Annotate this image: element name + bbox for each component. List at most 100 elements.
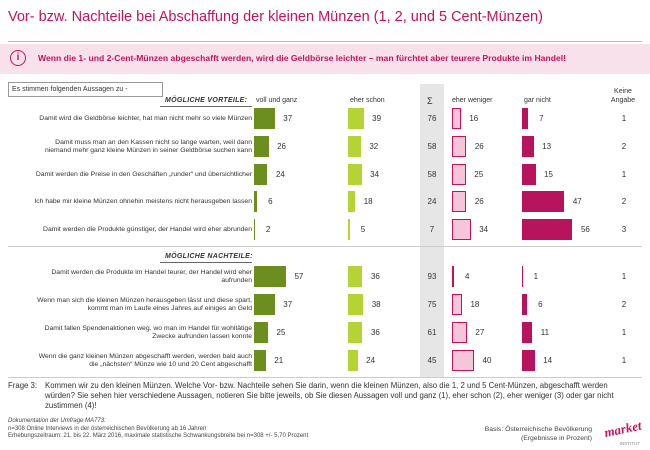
bar-eher-schon xyxy=(348,322,363,343)
value-keine-angabe: 3 xyxy=(621,225,627,234)
value-eher-weniger: 26 xyxy=(474,142,484,151)
value-eher-weniger: 40 xyxy=(482,356,492,365)
value-eher-weniger: 27 xyxy=(475,328,485,337)
value-voll: 21 xyxy=(274,356,284,365)
value-gar-nicht: 1 xyxy=(533,272,539,281)
value-sum: 58 xyxy=(427,170,437,179)
row-label: Ich habe mir kleine Münzen ohnehin meist… xyxy=(34,197,252,205)
bar-eher-weniger xyxy=(452,219,471,240)
value-eher-weniger: 26 xyxy=(474,197,484,206)
basis-note: Basis: Österreichische Bevölkerung (Erge… xyxy=(440,425,592,443)
bar-gar-nicht xyxy=(522,136,534,157)
bar-eher-weniger xyxy=(452,294,462,315)
value-keine-angabe: 2 xyxy=(621,300,627,309)
doc-period: Erhebungszeitraum: 21. bis 22. März 2016… xyxy=(8,433,309,439)
section-nachteile-rule xyxy=(160,262,252,263)
value-eher-weniger: 16 xyxy=(469,114,479,123)
page-title: Vor- bzw. Nachteile bei Abschaffung der … xyxy=(8,9,543,25)
section-vorteile-rule xyxy=(160,106,252,107)
value-eher-schon: 39 xyxy=(372,114,382,123)
value-keine-angabe: 1 xyxy=(621,356,627,365)
value-eher-weniger: 34 xyxy=(479,225,489,234)
banner-text: Wenn die 1- und 2-Cent-Münzen abgeschaff… xyxy=(38,53,566,63)
question-text: Kommen wir zu den kleinen Münzen. Welche… xyxy=(45,381,614,410)
bar-eher-schon xyxy=(348,294,364,315)
survey-documentation: Dokumentation der Umfrage MA773: n=308 O… xyxy=(8,418,308,441)
row-label: Damit muss man an den Kassen nicht so la… xyxy=(44,138,252,154)
question-label: Frage 3: xyxy=(8,381,38,390)
row-label: Damit werden die Produkte günstiger, der… xyxy=(43,225,252,233)
value-voll: 24 xyxy=(275,170,285,179)
value-eher-schon: 38 xyxy=(371,300,381,309)
bar-eher-schon xyxy=(348,164,362,185)
bar-voll xyxy=(254,108,275,129)
footer-separator xyxy=(8,377,642,378)
bar-eher-weniger xyxy=(452,108,461,129)
title-divider xyxy=(8,41,642,42)
basis-line-2: (Ergebnisse in Prozent) xyxy=(520,435,592,442)
bar-gar-nicht xyxy=(522,191,565,212)
bar-voll xyxy=(254,266,286,287)
doc-sample: n=308 Online Interviews in der österreic… xyxy=(8,425,207,432)
bar-eher-schon xyxy=(348,108,364,129)
col-head-eher-weniger: eher weniger xyxy=(452,97,493,104)
bar-gar-nicht xyxy=(522,164,536,185)
value-gar-nicht: 13 xyxy=(542,142,552,151)
row-label: Damit werden die Preise in den Geschäfte… xyxy=(35,170,252,178)
value-sum: 76 xyxy=(427,114,437,123)
value-voll: 25 xyxy=(276,328,286,337)
value-gar-nicht: 15 xyxy=(544,170,553,179)
info-icon: i xyxy=(10,50,26,66)
value-gar-nicht: 47 xyxy=(572,197,582,206)
value-sum: 93 xyxy=(427,272,437,281)
value-eher-weniger: 18 xyxy=(470,300,480,309)
bar-gar-nicht xyxy=(522,108,529,129)
row-label: Wenn man sich die kleinen Münzen herausg… xyxy=(37,296,252,312)
value-keine-angabe: 2 xyxy=(621,142,627,151)
sum-column-background xyxy=(420,84,444,377)
bar-gar-nicht xyxy=(522,266,523,287)
bar-voll xyxy=(254,294,275,315)
value-eher-schon: 36 xyxy=(370,328,380,337)
row-label: Damit werden die Produkte im Handel teur… xyxy=(51,268,252,284)
col-head-gar-nicht: gar nicht xyxy=(524,97,551,104)
bar-gar-nicht xyxy=(522,350,535,371)
col-head-voll: voll und ganz xyxy=(256,97,298,104)
value-keine-angabe: 1 xyxy=(621,114,627,123)
value-sum: 58 xyxy=(427,142,437,151)
section-nachteile-heading: MÖGLICHE NACHTEILE: xyxy=(165,253,253,260)
bar-eher-schon xyxy=(348,191,356,212)
row-label: Wenn die ganz kleinen Münzen abgeschafft… xyxy=(38,352,252,368)
col-head-keine-angabe-1: Keine xyxy=(614,88,632,95)
value-sum: 24 xyxy=(427,197,437,206)
value-keine-angabe: 1 xyxy=(621,170,627,179)
row-label: Damit wird die Geldbörse leichter, hat m… xyxy=(39,114,252,122)
bar-eher-schon xyxy=(348,350,358,371)
value-gar-nicht: 14 xyxy=(543,356,553,365)
value-sum: 7 xyxy=(429,225,435,234)
value-eher-schon: 34 xyxy=(370,170,380,179)
value-eher-schon: 18 xyxy=(363,197,373,206)
col-head-keine-angabe-2: Angabe xyxy=(610,97,636,104)
bar-eher-weniger xyxy=(452,191,467,212)
value-gar-nicht: 56 xyxy=(580,225,590,234)
basis-line-1: Basis: Österreichische Bevölkerung xyxy=(484,426,592,433)
bar-eher-schon xyxy=(348,266,363,287)
value-eher-schon: 24 xyxy=(366,356,376,365)
value-voll: 6 xyxy=(268,197,273,206)
value-sum: 45 xyxy=(427,356,437,365)
bar-voll xyxy=(254,322,268,343)
value-gar-nicht: 11 xyxy=(540,328,550,337)
bar-eher-weniger xyxy=(452,136,467,157)
col-head-eher-schon: eher schon xyxy=(350,97,385,104)
value-eher-weniger: 4 xyxy=(464,272,470,281)
bar-voll xyxy=(254,219,256,240)
value-gar-nicht: 7 xyxy=(539,114,544,123)
bar-voll xyxy=(254,350,266,371)
doc-title: Dokumentation der Umfrage MA773: xyxy=(8,418,106,424)
bar-eher-schon xyxy=(348,136,361,157)
statement-intro: Es stimmen folgenden Aussagen zu - xyxy=(8,82,163,97)
bar-voll xyxy=(254,191,258,212)
bar-voll xyxy=(254,164,268,185)
key-finding-banner: i Wenn die 1- und 2-Cent-Münzen abgescha… xyxy=(0,44,650,74)
